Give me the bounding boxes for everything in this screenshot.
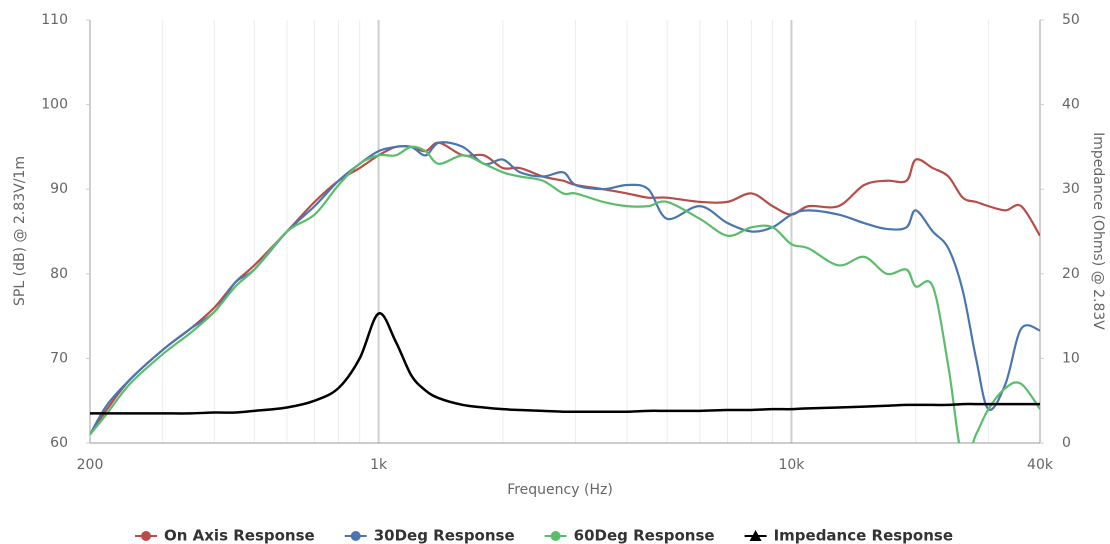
legend: On Axis Response 30Deg Response 60Deg Resp…: [135, 527, 953, 544]
legend-label: 60Deg Response: [574, 527, 715, 544]
series-line: [90, 145, 1040, 443]
x-tick-label: 1k: [370, 457, 388, 473]
legend-label: On Axis Response: [164, 527, 315, 544]
y-tick-label: 60: [50, 435, 68, 451]
series-line: [90, 312, 1040, 415]
x-tick-label: 40k: [1027, 457, 1054, 473]
legend-marker: [550, 531, 561, 541]
y2-tick-label: 0: [1062, 435, 1071, 451]
x-tick-label: 200: [77, 457, 104, 473]
y2-tick-label: 10: [1062, 350, 1080, 366]
legend-marker: [749, 530, 762, 541]
y-tick-label: 80: [50, 266, 68, 282]
legend-marker: [141, 531, 151, 541]
y2-tick-label: 50: [1062, 12, 1080, 28]
plot-area: [90, 141, 1040, 443]
y-tick-label: 110: [41, 12, 68, 28]
y-axis-label: SPL (dB) @ 2.83V/1m: [12, 156, 28, 306]
x-axis-label: Frequency (Hz): [507, 482, 613, 498]
legend-marker: [350, 531, 361, 541]
grid: [86, 19, 1044, 444]
y2-tick-label: 30: [1062, 181, 1080, 197]
y-tick-label: 70: [50, 350, 68, 366]
y-tick-label: 90: [50, 181, 68, 197]
y2-tick-label: 40: [1062, 97, 1080, 113]
y2-tick-label: 20: [1062, 266, 1080, 282]
legend-label: 30Deg Response: [374, 527, 515, 544]
y-tick-label: 100: [41, 97, 68, 113]
legend-label: Impedance Response: [774, 527, 953, 544]
x-tick-label: 10k: [778, 457, 805, 473]
y2-axis-label: Impedance (Ohms) @ 2.83V: [1090, 132, 1106, 330]
